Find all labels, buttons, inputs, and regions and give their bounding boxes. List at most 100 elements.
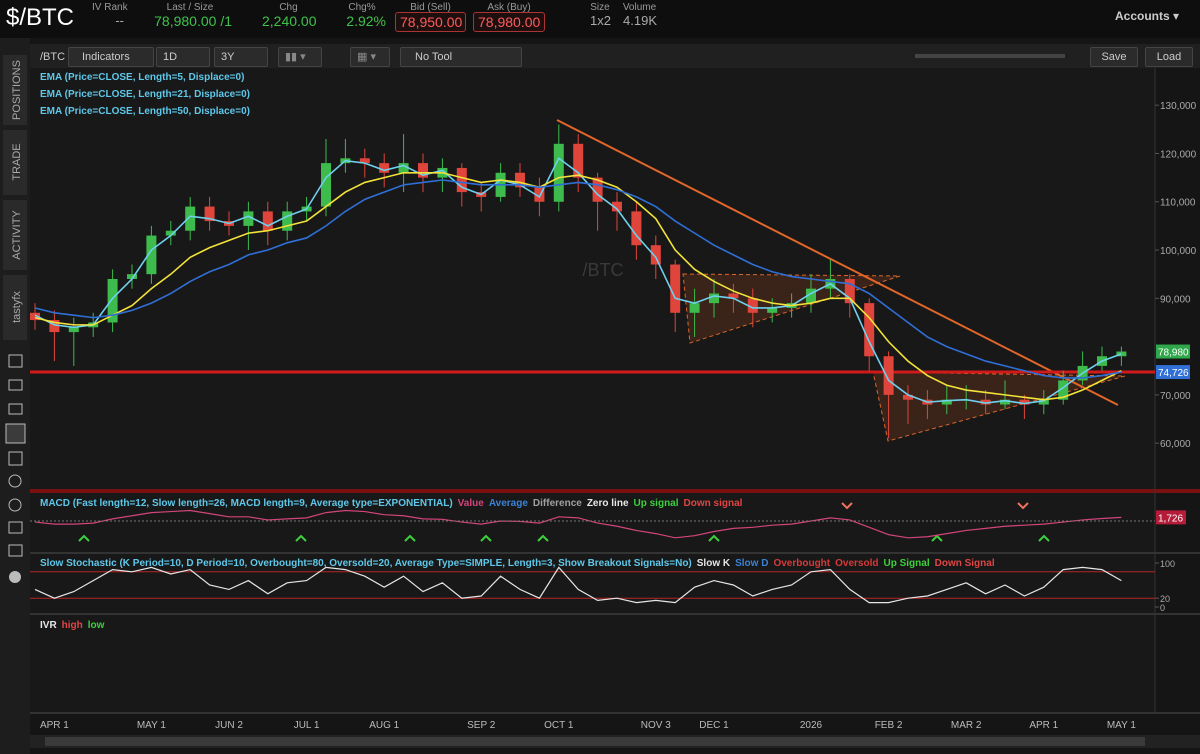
candle-body [68,327,79,333]
tool-select[interactable]: No Tool [400,47,522,67]
tab[interactable] [3,275,27,340]
candle-body [1000,399,1010,405]
tab-label[interactable]: POSITIONS [11,60,23,120]
range-select[interactable]: 3Y [214,47,268,67]
line [34,509,1122,539]
tab[interactable] [3,130,27,195]
tab-label[interactable]: tastyfx [11,291,23,323]
icon[interactable] [8,403,23,415]
candle-body [515,172,525,188]
toolbar-symbol[interactable]: /BTC [33,47,73,67]
field-label: Volume [622,2,657,13]
icon[interactable] [8,451,23,466]
tab[interactable] [3,55,27,125]
indicator-title: MACD (Fast length=12, Slow length=26, MA… [40,498,453,509]
tab-label[interactable]: TRADE [11,143,23,180]
y-tick-label: 90,000 [1160,294,1191,305]
tab-label[interactable]: ACTIVITY [11,210,23,260]
candle-body [146,235,157,275]
field-value: 4.19K [623,13,657,28]
field-label: Bid (Sell) [410,2,451,13]
up-arrow [295,534,307,542]
candle-body [418,163,428,178]
layout-select[interactable]: ▦ ▾ [350,47,390,67]
legend-entry: EMA (Price=CLOSE, Length=21, Displace=0) [40,89,250,100]
macd-box [1156,510,1186,525]
x-tick-label: AUG 1 [369,720,399,731]
x-tick-label: MAY 1 [137,720,167,731]
accounts-label[interactable]: Accounts [1115,9,1170,23]
load-button[interactable]: Load [1145,47,1193,67]
candle-body [670,264,681,313]
legend-entry: Value [457,498,484,509]
up-arrow [78,534,90,542]
indicators-button[interactable]: Indicators [68,47,154,67]
candle-body [456,167,467,193]
x-tick-label: APR 1 [1029,720,1058,731]
field-value: 78,950.00 [395,12,466,32]
legend-entry: Overbought [773,558,831,569]
candle-body [1038,399,1049,405]
trend-line [556,119,1119,406]
candle-body [379,163,390,173]
up-arrow [480,534,492,542]
y-tick-label: 60,000 [1160,439,1191,450]
icon[interactable] [8,544,23,557]
chart-style-select[interactable]: ▮▮ ▾ [278,47,322,67]
candle-body [689,303,700,313]
y-tick-label: 130,000 [1160,101,1197,112]
x-tick-label: JUN 2 [215,720,243,731]
icon[interactable] [8,521,23,534]
candle-body [806,288,816,304]
candle-body [573,143,584,178]
candle-body [844,279,855,304]
x-tick-label: 2026 [800,720,823,731]
line [34,179,1122,379]
zoom-slider[interactable] [915,54,1065,58]
candle-body [980,399,991,405]
y-tick-label: 100 [1160,559,1175,569]
candle-body [612,201,622,212]
candle-body [30,312,40,321]
legend-entry: Oversold [835,558,879,569]
candle-body [864,303,875,357]
candle-body [883,356,894,395]
candle-body [204,206,215,222]
candle-body [709,293,719,304]
legend-entry: Average [488,498,528,509]
candle-body [185,206,196,231]
legend-entry: Slow D [735,558,769,569]
tab[interactable] [3,200,27,270]
candle-body [321,163,331,207]
candle-body [165,230,176,236]
candle-body [631,211,642,246]
accounts-menu[interactable]: Accounts ▾ [1115,9,1180,23]
candle-body [903,394,913,400]
icon[interactable] [8,498,22,512]
candle-body [553,143,564,202]
macd-legend: MACD (Fast length=12, Slow length=26, MA… [40,498,747,509]
save-button[interactable]: Save [1090,47,1138,67]
symbol: $/BTC [6,4,75,31]
candle-body [398,163,409,173]
icon[interactable] [8,474,22,488]
legend-entry: Up signal [633,498,679,509]
icon[interactable] [8,354,23,368]
stochastic-legend: Slow Stochastic (K Period=10, D Period=1… [40,558,1000,569]
legend-entry: Up Signal [883,558,930,569]
legend-entry: EMA (Price=CLOSE, Length=50, Displace=0) [40,106,250,117]
field-label: Chg% [348,2,376,13]
legend-entry: Difference [532,498,582,509]
last-price-label: 78,980 [1158,348,1189,359]
line [34,157,1122,405]
candle-body [49,320,60,333]
legend-entry: Slow K [696,558,731,569]
x-tick-label: FEB 2 [875,720,903,731]
scrollbar-thumb[interactable] [45,737,1145,746]
field-label: IV Rank [92,2,128,13]
icon[interactable] [9,571,21,583]
icon[interactable] [5,423,26,444]
icon[interactable] [8,379,23,391]
aggregation-select[interactable]: 1D [156,47,210,67]
